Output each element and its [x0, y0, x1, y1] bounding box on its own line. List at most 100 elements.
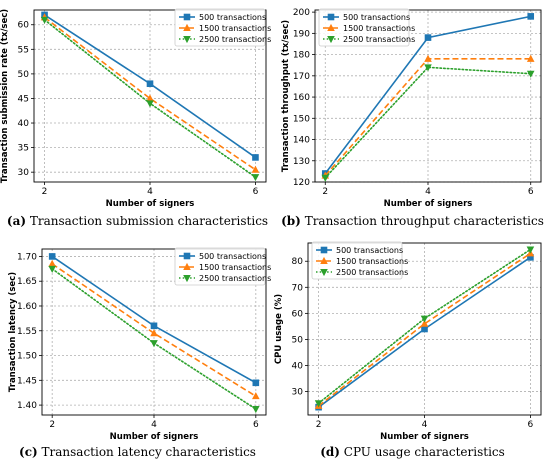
- series-line: [317, 248, 532, 405]
- x-tick-label: 4: [147, 187, 153, 197]
- series-2: [48, 259, 260, 400]
- x-tick-label: 2: [322, 187, 328, 197]
- data-point: [424, 64, 432, 72]
- legend-label: 1500 transactions: [336, 257, 408, 266]
- legend-box: [311, 241, 403, 280]
- legend-label: 500 transactions: [343, 13, 410, 22]
- x-tick-label: 4: [422, 420, 428, 430]
- x-tick-label: 2: [49, 420, 55, 430]
- y-tick-label: 70: [292, 283, 304, 293]
- caption-b-tag: (b): [281, 214, 301, 228]
- legend-box: [174, 8, 266, 47]
- y-tick-label: 1.60: [17, 302, 37, 312]
- legend-swatch-marker: [320, 269, 328, 277]
- y-tick-label: 1.70: [17, 252, 37, 262]
- legend: 500 transactions 1500 transactions 2500 tr…: [174, 8, 271, 47]
- legend-box: [174, 247, 266, 286]
- legend-label: 500 transactions: [199, 252, 266, 261]
- data-point: [420, 315, 429, 323]
- caption-b: (b) Transaction throughput characteristi…: [275, 214, 550, 228]
- chart-a: 2 4 6 30 35 40 45 50 55 60 Number of signers Transa…: [0, 0, 275, 233]
- caption-a-text: Transaction submission characteristics: [29, 214, 269, 228]
- chart-c: 2 4 6 1.40 1.45 1.50 1.55 1.60 1.65 1.70 Number of…: [0, 233, 275, 466]
- y-tick-label: 170: [293, 72, 310, 82]
- x-tick-label: 4: [151, 420, 157, 430]
- legend-label: 500 transactions: [199, 13, 266, 22]
- chart-b: 2 4 6 120 130 140 150 160 170 180 190 200 Number of …: [275, 0, 550, 233]
- legend-swatch-marker: [183, 36, 191, 44]
- legend: 500 transactions 1500 transactions 2500 tr…: [318, 8, 415, 47]
- caption-d: (d) CPU usage characteristics: [275, 445, 550, 459]
- data-point: [251, 174, 260, 182]
- y-tick-label: 130: [293, 157, 310, 167]
- chart-b-svg: 2 4 6 120 130 140 150 160 170 180 190 200 Number of …: [281, 8, 542, 209]
- y-tick-label: 50: [18, 70, 30, 80]
- series-line: [44, 16, 256, 171]
- series-3: [48, 265, 260, 414]
- y-tick-label: 35: [18, 144, 29, 154]
- data-point: [421, 325, 428, 333]
- data-point: [48, 265, 56, 273]
- y-tick-label: 120: [293, 178, 310, 188]
- data-point: [150, 340, 158, 348]
- caption-a: (a) Transaction submission characteristi…: [0, 214, 275, 228]
- data-point: [251, 165, 260, 173]
- legend-swatch-marker: [183, 13, 191, 21]
- y-tick-label: 1.50: [17, 352, 37, 362]
- y-tick-label: 140: [293, 136, 310, 146]
- chart-d-svg: 2 4 6 30 40 50 60 70 80 Number of signers CPU usag…: [274, 241, 542, 442]
- x-tick-label: 6: [528, 187, 534, 197]
- legend-label: 1500 transactions: [199, 24, 271, 33]
- legend-label: 1500 transactions: [343, 24, 415, 33]
- data-point: [146, 94, 154, 102]
- x-tick-label: 2: [316, 420, 322, 430]
- x-tick-label: 4: [425, 187, 431, 197]
- data-point: [527, 254, 534, 261]
- data-point: [526, 246, 535, 254]
- caption-d-text: CPU usage characteristics: [343, 445, 505, 459]
- y-axis-label: Transaction latency (sec): [8, 272, 18, 392]
- y-tick-label: 190: [293, 29, 310, 39]
- y-tick-label: 80: [292, 257, 304, 267]
- y-tick-label: 1.40: [17, 401, 37, 411]
- y-tick-label: 30: [18, 168, 30, 178]
- data-point: [424, 54, 432, 62]
- data-point: [252, 379, 260, 387]
- series-line: [51, 263, 257, 397]
- y-tick-label: 50: [292, 335, 304, 345]
- legend-label: 2500 transactions: [199, 35, 271, 44]
- data-point: [314, 400, 323, 408]
- legend-swatch-marker: [183, 262, 191, 270]
- legend-swatch-marker: [183, 275, 191, 283]
- data-point: [146, 80, 154, 88]
- legend: 500 transactions 1500 transactions 2500 tr…: [311, 241, 408, 280]
- y-tick-label: 1.65: [17, 277, 37, 287]
- series-line: [318, 252, 531, 407]
- legend-label: 500 transactions: [336, 246, 403, 255]
- x-tick-label: 6: [528, 420, 534, 430]
- y-tick-label: 45: [18, 94, 29, 104]
- legend: 500 transactions 1500 transactions 2500 tr…: [174, 247, 271, 286]
- data-point: [252, 154, 259, 161]
- y-tick-label: 30: [292, 388, 304, 398]
- series-3: [314, 246, 535, 408]
- caption-a-tag: (a): [6, 214, 27, 228]
- legend-swatch-marker: [183, 23, 191, 31]
- legend-swatch-marker: [327, 36, 335, 44]
- x-axis-label: Number of signers: [380, 432, 469, 442]
- y-tick-label: 55: [18, 45, 29, 55]
- data-point: [146, 100, 154, 108]
- x-tick-label: 2: [42, 187, 48, 197]
- x-axis-label: Number of signers: [110, 432, 199, 442]
- caption-c-text: Transaction latency characteristics: [41, 445, 256, 459]
- x-tick-label: 6: [253, 187, 259, 197]
- y-axis-label: Transaction throughput (tx/sec): [281, 20, 291, 172]
- y-tick-label: 200: [293, 8, 310, 18]
- chart-c-svg: 2 4 6 1.40 1.45 1.50 1.55 1.60 1.65 1.70 Number of…: [8, 247, 271, 442]
- data-point: [420, 319, 429, 327]
- series-3: [40, 16, 260, 182]
- y-tick-label: 150: [293, 114, 310, 124]
- chart-a-svg: 2 4 6 30 35 40 45 50 55 60 Number of signers Transa…: [0, 8, 271, 209]
- caption-c-tag: (c): [19, 445, 38, 459]
- series-2: [321, 54, 535, 179]
